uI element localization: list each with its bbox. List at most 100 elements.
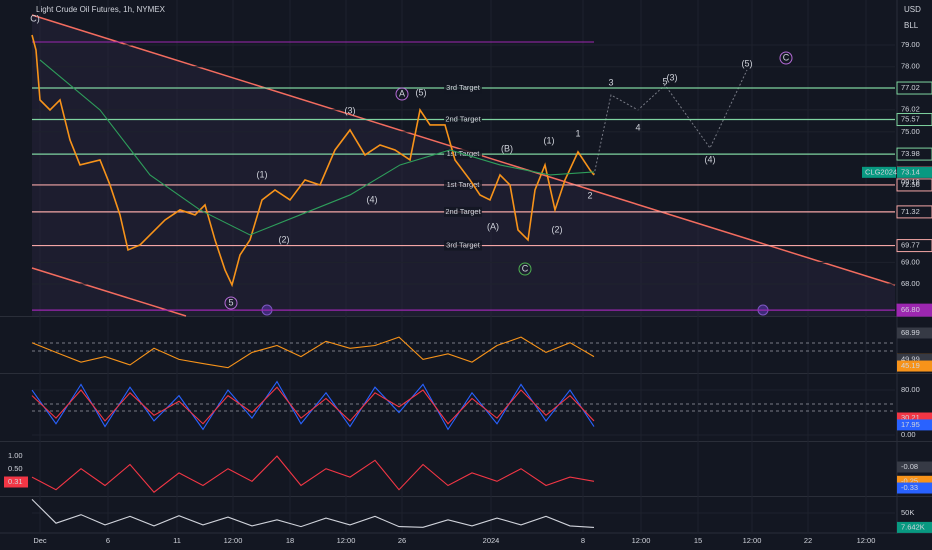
wave-label: (3) (345, 105, 356, 115)
price-box (897, 461, 932, 473)
level-box (896, 239, 932, 253)
level-box (896, 205, 932, 219)
price-label: -0.25 (901, 476, 918, 485)
series-line (31, 336, 595, 369)
level-box (896, 303, 932, 317)
x-tick-label: 12:00 (337, 536, 356, 545)
projection (593, 69, 748, 176)
left-box (4, 476, 28, 488)
target-bg (444, 240, 482, 251)
price-label: 7.642K (901, 522, 925, 531)
wave-label: 5 (662, 76, 667, 86)
price-box (897, 353, 932, 365)
trend-line (31, 267, 187, 317)
wave-circle (395, 87, 409, 101)
level-label: 77.02 (901, 83, 920, 92)
wave-label: (2) (552, 224, 563, 234)
wave-circle (518, 262, 532, 276)
wave-label: C) (30, 13, 40, 23)
wave-label: A (399, 88, 405, 98)
target-label: 3rd Target (446, 83, 481, 92)
level-box (896, 178, 932, 192)
price-box (897, 412, 932, 424)
x-tick-label: 26 (398, 536, 406, 545)
y-tick-label: 76.02 (901, 105, 920, 114)
wave-label: (1) (257, 169, 268, 179)
channel (32, 15, 895, 316)
level-box (896, 113, 932, 127)
wave-label: (A) (487, 221, 499, 231)
y-tick-label: 75.00 (901, 127, 920, 136)
target-label: 2nd Target (445, 115, 481, 124)
target-bg (444, 206, 482, 217)
series-line (31, 386, 595, 425)
x-tick-label: 12:00 (743, 536, 762, 545)
price-box (897, 166, 932, 178)
level-label: 69.77 (901, 241, 920, 250)
x-tick-label: 12:00 (632, 536, 651, 545)
x-tick-label: 18 (286, 536, 294, 545)
wave-label: 5 (228, 297, 233, 307)
wave-label: 4 (635, 122, 640, 132)
symbol-label: CLG2024 (865, 167, 897, 176)
level-box (896, 147, 932, 161)
price-label: 45.19 (901, 361, 920, 370)
price-box (897, 482, 932, 494)
y-tick-label: 69.00 (901, 257, 920, 266)
x-tick-label: Dec (33, 536, 47, 545)
price-label: 49.99 (901, 354, 920, 363)
price-label: 73.14 (901, 167, 920, 176)
target-label: 1st Target (447, 180, 481, 189)
target-label: 2nd Target (445, 207, 481, 216)
price-label: 30.21 (901, 413, 920, 422)
wave-label: (1) (544, 135, 555, 145)
symbol-box (862, 166, 896, 178)
wave-label: 3 (608, 77, 613, 87)
series-line (31, 455, 595, 493)
wave-circle (224, 296, 238, 310)
wave-label: 1 (575, 128, 580, 138)
wave-label: C (783, 52, 790, 62)
wave-label: 2 (587, 190, 592, 200)
y-tick-label: 78.00 (901, 62, 920, 71)
wave-label: (B) (501, 143, 513, 153)
wave-label: (4) (705, 154, 716, 164)
x-tick-label: 22 (804, 536, 812, 545)
x-tick-label: 11 (173, 536, 181, 545)
target-bg (444, 179, 482, 190)
level-box (896, 81, 932, 95)
price-box (897, 521, 932, 533)
wave-label: (4) (367, 194, 378, 204)
price-box (897, 419, 932, 431)
wave-label: (5) (742, 58, 753, 68)
x-tick-label: 12:00 (224, 536, 243, 545)
target-bg (444, 114, 482, 125)
target-bg (444, 83, 482, 94)
price-box (897, 475, 932, 487)
series-line (31, 498, 595, 528)
wave-label: C (522, 263, 529, 273)
level-label: 73.98 (901, 149, 920, 158)
level-label: 66.80 (901, 305, 920, 314)
left-label: 0.50 (8, 464, 23, 473)
countdown: 09:18 (901, 177, 920, 186)
series-line (31, 34, 595, 288)
y-tick-label: 79.00 (901, 40, 920, 49)
x-tick-label: 12:00 (857, 536, 876, 545)
series-line (39, 59, 595, 236)
wave-label: (3) (667, 72, 678, 82)
price-label: -0.33 (901, 483, 918, 492)
y-tick-label: 0.00 (901, 430, 916, 439)
y-tick-label: 50K (901, 508, 914, 517)
wave-label: (5) (416, 87, 427, 97)
price-label: 68.99 (901, 328, 920, 337)
price-label: 17.95 (901, 420, 920, 429)
x-tick-label: 2024 (483, 536, 500, 545)
chart-title: Light Crude Oil Futures, 1h, NYMEX (36, 5, 166, 14)
y-tick-label: 68.00 (901, 279, 920, 288)
x-tick-label: 8 (581, 536, 585, 545)
wave-label: (2) (279, 234, 290, 244)
x-tick-label: 15 (694, 536, 702, 545)
y-tick-label: 80.00 (901, 385, 920, 394)
